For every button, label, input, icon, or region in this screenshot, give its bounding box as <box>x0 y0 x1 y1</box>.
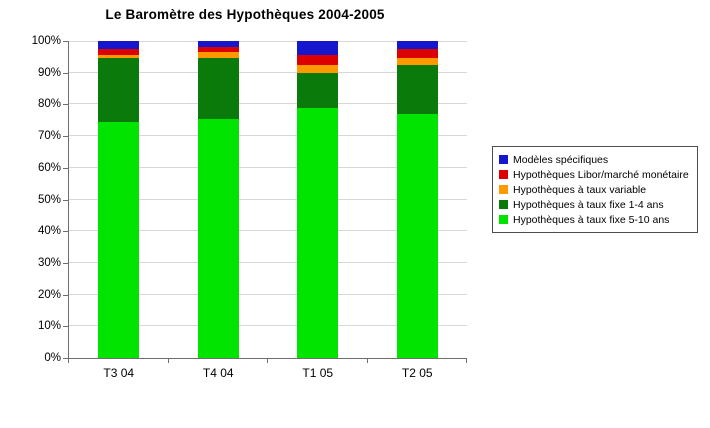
y-axis: 0% 10% 20% 30% 40% 50% 60% 70% 80% 90% 100% <box>0 35 61 364</box>
chart-title: Le Baromètre des Hypothèques 2004-2005 <box>105 7 385 22</box>
gridline <box>69 261 467 263</box>
bar-slot <box>169 41 269 358</box>
gridline <box>69 198 467 200</box>
legend-label: Hypothèques à taux variable <box>513 183 647 196</box>
bar-segment <box>396 41 438 49</box>
x-tick-label: T4 04 <box>202 366 234 380</box>
bar-segment <box>297 41 339 56</box>
y-tick-label: 80% <box>37 98 61 111</box>
bars-layer <box>69 41 467 358</box>
x-tick-mark <box>167 359 169 363</box>
legend-swatch-icon <box>499 155 508 164</box>
y-tick-label: 50% <box>37 193 61 206</box>
bar-segment <box>297 107 339 358</box>
legend-swatch-icon <box>499 200 508 209</box>
bar-segment <box>197 118 239 358</box>
x-axis: T3 04 T4 04 T1 05 T2 05 <box>69 366 467 380</box>
y-tick-label: 30% <box>37 256 61 269</box>
bar-segment <box>396 58 438 65</box>
y-tick-mark <box>63 167 68 169</box>
x-tick-mark <box>366 359 368 363</box>
bar-segment <box>396 48 438 59</box>
legend-item: Hypothèques à taux variable <box>499 182 689 197</box>
legend: Modèles spécifiques Hypothèques Libor/mar… <box>492 146 698 233</box>
bar-segment <box>297 55 339 65</box>
bar-segment <box>197 52 239 59</box>
bar-segment <box>197 41 239 48</box>
y-tick-mark <box>63 136 68 138</box>
legend-swatch-icon <box>499 215 508 224</box>
x-tick-mark <box>68 359 69 363</box>
bar-segment <box>297 72 339 108</box>
y-tick-mark <box>63 231 68 233</box>
y-tick-mark <box>63 199 68 201</box>
gridline <box>69 166 467 168</box>
legend-label: Hypothèques à taux fixe 5-10 ans <box>513 213 670 226</box>
x-tick-label: T2 05 <box>401 366 433 380</box>
stacked-bar-t1-05 <box>297 41 339 358</box>
y-tick-label: 20% <box>37 288 61 301</box>
bar-slot <box>368 41 468 358</box>
legend-label: Hypothèques à taux fixe 1-4 ans <box>513 198 664 211</box>
bar-segment <box>98 58 140 122</box>
gridline <box>69 230 467 232</box>
bar-segment <box>98 41 140 49</box>
y-tick-mark <box>63 72 68 74</box>
gridline <box>69 103 467 105</box>
y-tick-label: 100% <box>31 35 61 47</box>
y-tick-label: 90% <box>37 66 61 79</box>
bar-segment <box>197 47 239 53</box>
x-tick-mark <box>466 359 467 363</box>
legend-item: Modèles spécifiques <box>499 152 689 167</box>
y-tick-mark <box>63 262 68 264</box>
bar-slot <box>268 41 368 358</box>
y-tick-label: 60% <box>37 161 61 174</box>
legend-item: Hypothèques Libor/marché monétaire <box>499 167 689 182</box>
stacked-bar-t3-04 <box>98 41 140 358</box>
stacked-bar-t4-04 <box>197 41 239 358</box>
gridline <box>69 293 467 295</box>
legend-swatch-icon <box>499 170 508 179</box>
x-tick-label: T3 04 <box>103 366 135 380</box>
bar-slot <box>69 41 169 358</box>
gridline <box>69 135 467 137</box>
gridline <box>69 71 467 73</box>
legend-item: Hypothèques à taux fixe 5-10 ans <box>499 212 689 227</box>
y-tick-mark <box>63 326 68 328</box>
gridline <box>69 325 467 327</box>
y-tick-mark <box>63 41 68 42</box>
y-tick-label: 10% <box>37 320 61 333</box>
x-tick-label: T1 05 <box>302 366 334 380</box>
bar-segment <box>197 58 239 119</box>
y-tick-mark <box>63 104 68 106</box>
y-tick-label: 0% <box>44 352 61 364</box>
y-tick-mark <box>63 358 68 359</box>
bar-segment <box>396 64 438 114</box>
bar-segment <box>396 113 438 358</box>
bar-segment <box>98 48 140 56</box>
bar-segment <box>98 55 140 59</box>
bar-segment <box>297 64 339 73</box>
stacked-bar-t2-05 <box>396 41 438 358</box>
y-tick-mark <box>63 294 68 296</box>
bar-segment <box>98 121 140 358</box>
gridline <box>69 41 467 42</box>
legend-item: Hypothèques à taux fixe 1-4 ans <box>499 197 689 212</box>
y-tick-label: 70% <box>37 130 61 143</box>
y-tick-label: 40% <box>37 225 61 238</box>
legend-label: Hypothèques Libor/marché monétaire <box>513 168 689 181</box>
x-tick-mark <box>267 359 268 363</box>
legend-label: Modèles spécifiques <box>513 153 609 166</box>
legend-swatch-icon <box>499 185 508 194</box>
